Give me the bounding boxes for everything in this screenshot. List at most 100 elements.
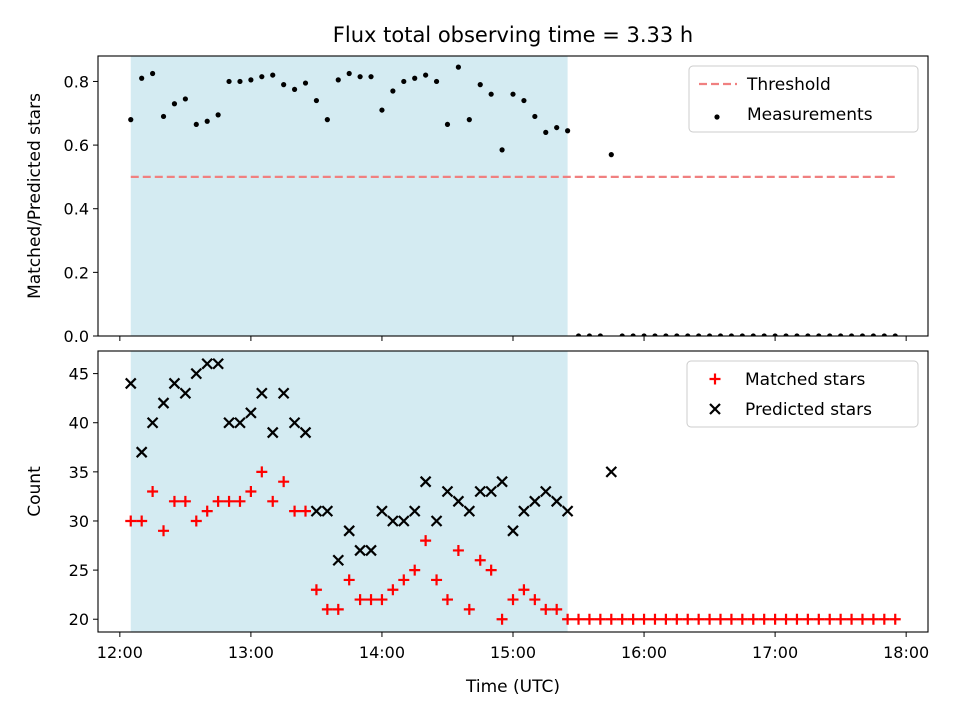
predicted-star-point [266, 426, 279, 439]
measurement-point [750, 333, 756, 336]
measurement-point [128, 117, 134, 123]
matched-star-point [747, 613, 759, 625]
predicted-star-point [168, 377, 181, 390]
matched-star-point [769, 613, 781, 625]
measurement-point [892, 333, 898, 336]
predicted-star-point [518, 505, 530, 517]
legend-box [688, 65, 919, 133]
matched-star-point [190, 515, 202, 527]
measurement-point [717, 333, 724, 336]
measurement-point [794, 333, 800, 336]
legend-box [686, 360, 919, 428]
matched-star-point [485, 564, 497, 576]
y-tick-label: 0.2 [64, 263, 89, 282]
matched-star-point [802, 613, 814, 625]
predicted-star-point [234, 416, 246, 429]
measurement-point [324, 117, 330, 123]
matched-star-point [452, 544, 464, 556]
matched-star-point [758, 613, 770, 625]
matched-star-point [889, 613, 901, 625]
predicted-star-point [245, 407, 257, 419]
y-tick-label: 20 [69, 610, 89, 629]
measurement-point [226, 78, 232, 85]
matched-star-point [780, 613, 792, 625]
predicted-star-point [212, 357, 224, 370]
predicted-star-point [561, 505, 574, 517]
matched-star-point [474, 554, 486, 566]
matched-star-point [671, 613, 683, 625]
predicted-star-point [256, 387, 268, 400]
panel-counts: 20 25 30 35 40 45 12:00 13:00 14:00 15:00 16:00 17:… [25, 350, 929, 697]
matched-star-point [693, 613, 705, 625]
predicted-star-point [365, 544, 377, 557]
legend-label: Predicted stars [745, 400, 872, 420]
predicted-star-point [179, 387, 192, 400]
measurement-point [215, 112, 221, 118]
legend-predicted-swatch [709, 403, 721, 415]
matched-star-point [398, 574, 410, 586]
matched-star-point [660, 613, 672, 625]
matched-star-point [441, 594, 453, 606]
predicted-star-point [463, 505, 476, 517]
measurement-point [357, 74, 363, 80]
predicted-star-point [310, 505, 323, 517]
plot-area [124, 357, 901, 625]
matched-star-point [846, 613, 858, 625]
predicted-star-point [135, 446, 148, 458]
matched-star-point [125, 515, 137, 527]
predicted-star-point [332, 554, 345, 567]
matched-star-point [332, 603, 344, 615]
measurement-point [171, 101, 178, 107]
legend-label: Matched stars [745, 370, 865, 390]
measurement-point [248, 77, 254, 83]
predicted-star-point [529, 495, 541, 508]
matched-star-point [791, 613, 803, 625]
matched-star-point [310, 584, 322, 596]
x-tick-label: 14:00 [359, 643, 405, 662]
x-tick-label: 12:00 [97, 643, 143, 662]
observing-window [130, 351, 568, 632]
matched-star-point [649, 613, 661, 625]
matched-star-point [878, 613, 890, 625]
measurement-point [674, 333, 680, 336]
measurement-point [608, 152, 614, 158]
predicted-star-point [507, 525, 519, 537]
measurement-point [423, 72, 429, 78]
predicted-star-point [288, 416, 301, 429]
matched-star-point [594, 613, 606, 625]
series-predicted-stars [124, 357, 618, 567]
y-axis-label: Count [25, 466, 45, 517]
measurement-point [565, 128, 571, 134]
measurement-point [575, 333, 582, 336]
measurement-point [270, 72, 276, 78]
matched-star-point [529, 594, 541, 606]
matched-star-point [682, 613, 694, 625]
series-measurements [128, 64, 898, 336]
matched-star-point [824, 613, 836, 625]
measurement-point [313, 97, 320, 104]
matched-star-point [573, 613, 585, 625]
measurement-point [619, 333, 625, 336]
measurement-point [499, 147, 505, 153]
measurement-point [433, 78, 440, 85]
measurement-point [543, 129, 549, 135]
measurement-point [816, 333, 822, 336]
measurement-point [455, 64, 461, 70]
matched-star-point [638, 613, 650, 625]
chart-title: Flux total observing time = 3.33 h [333, 23, 693, 47]
matched-star-point [289, 505, 301, 517]
matched-star-point [605, 613, 617, 625]
predicted-star-point [354, 544, 366, 557]
measurement-point [783, 333, 789, 336]
measurement-point [870, 333, 876, 336]
matched-star-point [376, 594, 388, 606]
predicted-star-point [605, 466, 618, 478]
matched-star-point [267, 495, 279, 507]
predicted-star-point [343, 525, 355, 537]
measurement-point [827, 333, 833, 336]
panel-ratio: 0.0 0.2 0.4 0.6 0.8 Matched/Predicted stars Th… [25, 55, 929, 346]
matched-star-point [562, 613, 574, 625]
matched-star-point [715, 613, 726, 625]
